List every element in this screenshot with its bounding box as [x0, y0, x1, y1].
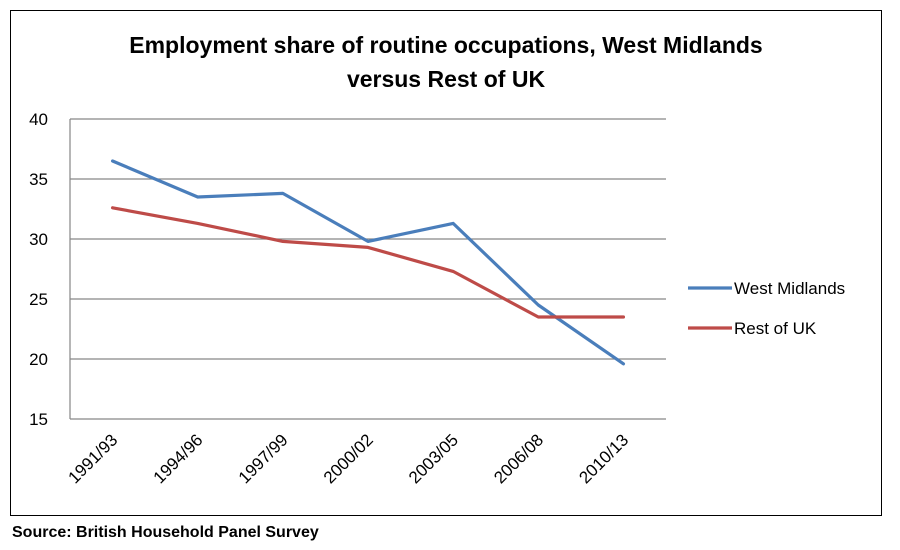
y-tick-label: 15: [29, 410, 48, 429]
y-tick-label: 30: [29, 230, 48, 249]
x-tick-label: 1991/93: [65, 430, 122, 487]
legend-label: West Midlands: [734, 279, 845, 298]
legend-label: Rest of UK: [734, 319, 817, 338]
series-line-west-midlands: [110, 159, 626, 366]
x-tick-label: 2000/02: [320, 430, 377, 487]
y-tick-label: 40: [29, 110, 48, 129]
x-tick-label: 2010/13: [575, 430, 632, 487]
chart-title: Employment share of routine occupations,…: [0, 28, 892, 96]
y-tick-label: 25: [29, 290, 48, 309]
x-tick-label: 1997/99: [235, 430, 292, 487]
chart-frame: [10, 10, 882, 516]
x-tick-label: 1994/96: [150, 430, 207, 487]
series-line-rest-of-uk: [110, 206, 626, 319]
chart-title-line-1: Employment share of routine occupations,…: [129, 32, 763, 58]
x-tick-label: 2006/08: [490, 430, 547, 487]
source-note: Source: British Household Panel Survey: [12, 524, 319, 541]
chart-title-line-2: versus Rest of UK: [346, 66, 546, 92]
y-tick-label: 20: [29, 350, 48, 369]
y-tick-label: 35: [29, 170, 48, 189]
x-tick-label: 2003/05: [405, 430, 462, 487]
